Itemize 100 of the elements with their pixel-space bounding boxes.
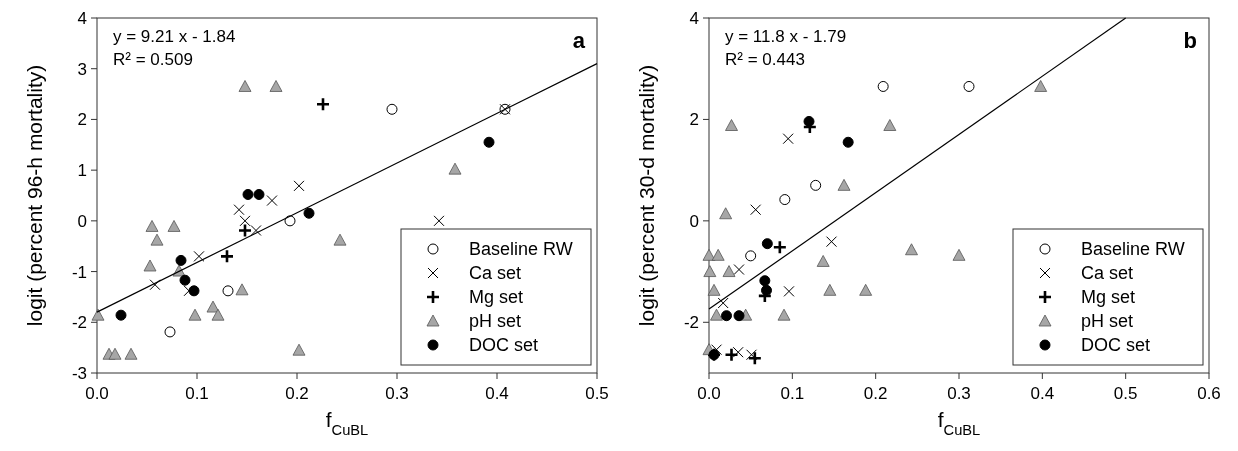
point <box>1034 80 1048 92</box>
point <box>293 180 305 192</box>
point <box>238 80 252 92</box>
point <box>837 178 851 191</box>
point <box>108 347 122 360</box>
y-axis-title: logit (percent 96-h mortality) <box>23 64 46 327</box>
point <box>167 220 181 232</box>
point <box>235 283 249 296</box>
point <box>292 343 306 356</box>
point <box>206 300 220 313</box>
point <box>266 195 278 207</box>
point <box>816 255 830 267</box>
point <box>702 248 716 261</box>
point <box>905 243 918 256</box>
x-tick-label: 0.1 <box>185 384 209 403</box>
point <box>745 250 757 262</box>
annotation: a <box>572 28 586 53</box>
point <box>164 326 176 338</box>
point <box>952 248 966 261</box>
legend-label: pH set <box>469 311 522 331</box>
point <box>721 310 732 322</box>
legend-label: Ca set <box>469 263 522 283</box>
point <box>269 80 283 92</box>
point <box>233 204 245 216</box>
x-tick-label: 0.2 <box>863 384 888 403</box>
point <box>823 283 837 296</box>
point <box>433 215 445 227</box>
x-tick-label: 0.5 <box>1113 384 1138 403</box>
legend-label: Mg set <box>469 287 524 307</box>
point <box>250 224 262 236</box>
legend-label: Baseline RW <box>1081 239 1185 259</box>
point <box>219 249 235 264</box>
point <box>710 308 723 321</box>
point <box>746 349 757 361</box>
y-axis-title: logit (percent 30-d mortality) <box>635 64 658 327</box>
point <box>124 347 138 360</box>
point <box>188 308 202 321</box>
point <box>719 207 733 220</box>
y-tick-label: 1 <box>77 161 87 181</box>
legend-label: Baseline RW <box>469 239 573 259</box>
y-tick-label: 2 <box>77 110 87 130</box>
point <box>143 259 157 272</box>
x-tick-label: 0.6 <box>1197 384 1221 403</box>
x-tick-label: 0.5 <box>585 384 609 403</box>
point <box>91 308 105 321</box>
y-tick-label: 2 <box>689 110 699 130</box>
x-tick-label: 0.0 <box>85 384 109 403</box>
point <box>188 285 200 297</box>
point <box>724 347 739 363</box>
annotation: R² = 0.509 <box>113 50 193 69</box>
point <box>761 284 772 296</box>
y-tick-label: 3 <box>77 59 87 79</box>
annotation: y = 9.21 x - 1.84 <box>113 27 236 46</box>
point <box>717 297 729 309</box>
point <box>707 283 721 296</box>
point <box>722 265 736 277</box>
legend-label: DOC set <box>469 335 539 355</box>
y-tick-label: -3 <box>71 364 87 383</box>
point <box>711 248 725 261</box>
point <box>803 115 815 127</box>
point <box>826 236 837 248</box>
point <box>761 238 773 250</box>
point <box>386 103 398 115</box>
point <box>237 223 253 238</box>
point <box>963 80 975 92</box>
y-tick-label: 0 <box>689 211 699 231</box>
point <box>883 119 897 131</box>
point <box>115 309 127 321</box>
point <box>179 274 191 286</box>
x-tick-label: 0.4 <box>1030 384 1055 403</box>
annotation: y = 11.8 x - 1.79 <box>725 27 847 46</box>
point <box>211 308 225 321</box>
point <box>782 133 794 145</box>
point <box>733 310 745 322</box>
annotation: b <box>1183 28 1197 53</box>
point <box>725 119 738 131</box>
point <box>842 136 854 148</box>
point <box>145 220 159 232</box>
point <box>877 80 889 92</box>
point <box>783 285 795 297</box>
y-tick-label: -2 <box>71 313 87 333</box>
point <box>733 264 745 276</box>
annotation: R² = 0.443 <box>725 50 805 69</box>
y-tick-label: 4 <box>689 9 699 28</box>
point <box>284 215 296 227</box>
point <box>747 350 763 366</box>
point <box>759 275 771 287</box>
point <box>239 215 251 227</box>
x-tick-label: 0.2 <box>285 384 309 403</box>
point <box>777 308 791 321</box>
point <box>711 344 722 356</box>
point <box>703 265 717 277</box>
point <box>242 188 254 200</box>
point <box>303 207 315 219</box>
point <box>253 188 265 200</box>
y-tick-label: -1 <box>71 262 87 282</box>
y-tick-label: 4 <box>77 9 87 28</box>
point <box>448 162 462 175</box>
legend-label: Ca set <box>1081 263 1134 283</box>
legend-label: Mg set <box>1081 287 1136 307</box>
